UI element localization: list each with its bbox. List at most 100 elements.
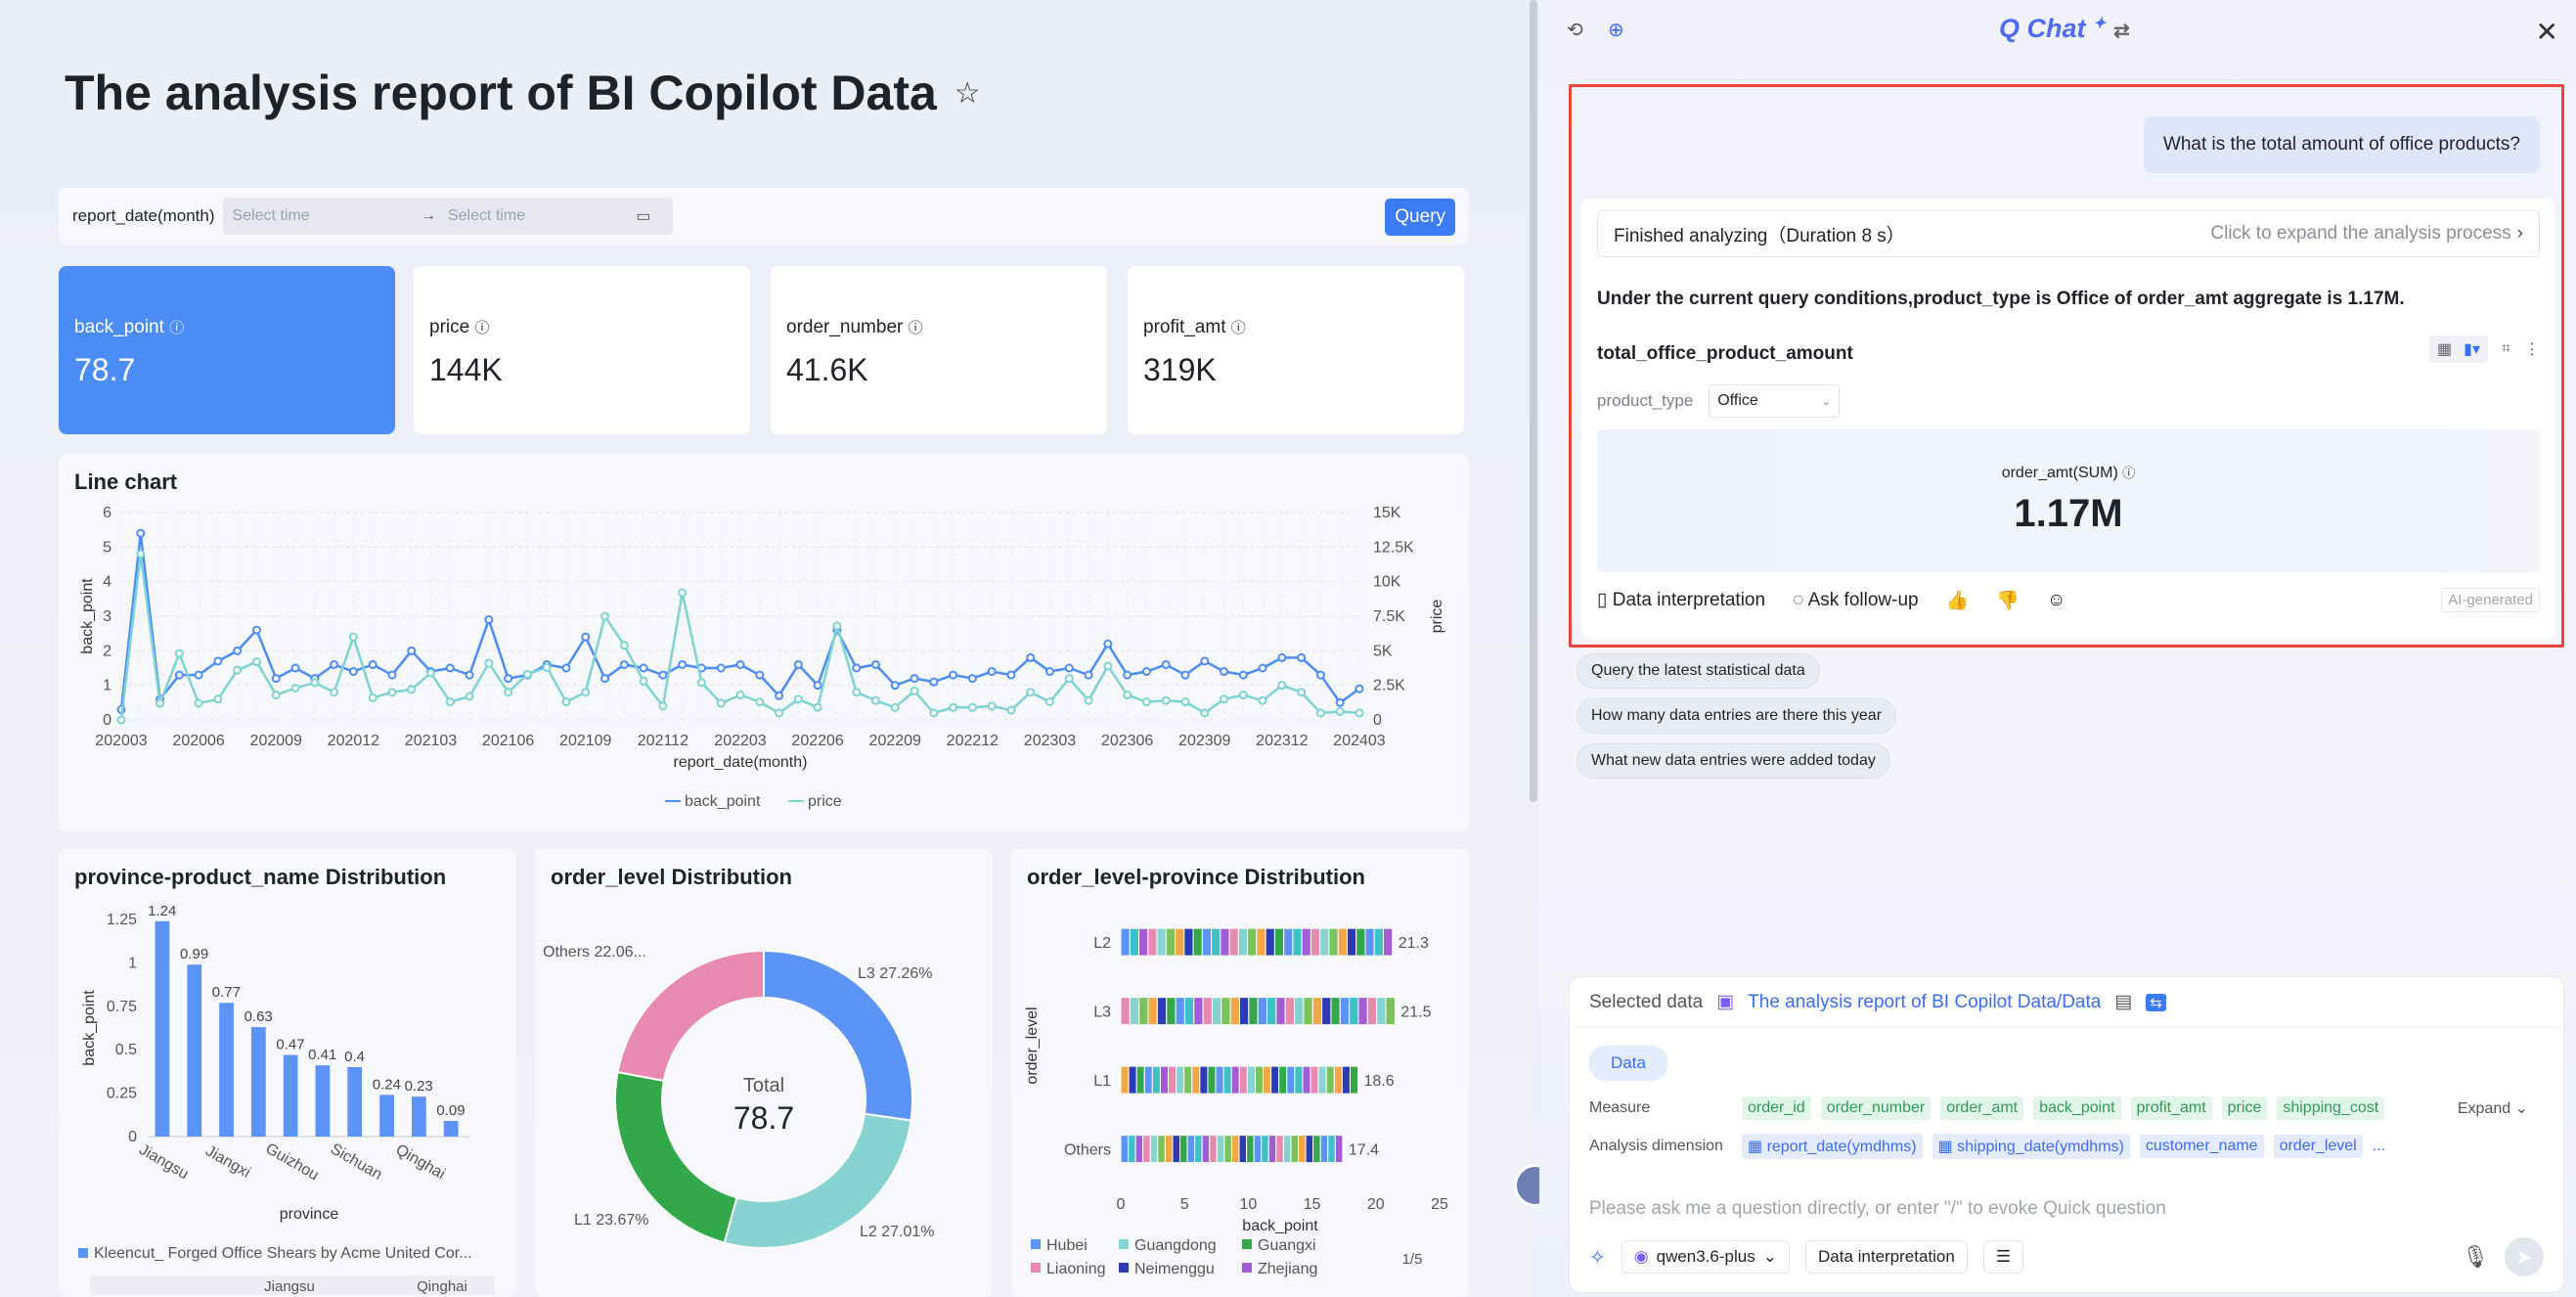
chat-input[interactable]: Please ask me a question directly, or en… bbox=[1589, 1198, 2166, 1219]
stack-segment bbox=[1128, 1065, 1137, 1095]
measure-tag[interactable]: back_point bbox=[2033, 1096, 2121, 1120]
thumbs-up-icon[interactable]: 👍 bbox=[1945, 590, 1970, 611]
data-point bbox=[136, 528, 146, 538]
star-icon[interactable]: ☆ bbox=[954, 76, 981, 110]
dimension-tag[interactable]: ▦ report_date(ymdhms) bbox=[1742, 1134, 1923, 1159]
report-title-text: The analysis report of BI Copilot Data bbox=[65, 66, 937, 120]
chat-title: Q Chat ✦ ⇄ bbox=[1999, 14, 2130, 44]
end-date-input[interactable]: Select time bbox=[447, 207, 526, 224]
data-point bbox=[1277, 681, 1287, 691]
expand-process-link[interactable]: Click to expand the analysis process bbox=[2210, 223, 2511, 244]
measure-tag[interactable]: profit_amt bbox=[2130, 1096, 2212, 1120]
history-icon[interactable]: ⟲ bbox=[1567, 20, 1583, 41]
bar-chart-title: province-product_name Distribution bbox=[74, 865, 447, 889]
stack-segment bbox=[1165, 927, 1177, 957]
stack-segment bbox=[1325, 1065, 1335, 1095]
data-point bbox=[251, 657, 261, 667]
query-button[interactable]: Query bbox=[1385, 199, 1455, 236]
stack-segment bbox=[1292, 927, 1303, 957]
data-point bbox=[1238, 670, 1248, 680]
stack-segment bbox=[1147, 997, 1158, 1026]
date-range-picker[interactable]: Select time → Select time ▭ bbox=[222, 198, 673, 235]
sql-icon[interactable]: ⌗ bbox=[2501, 340, 2510, 357]
donut-chart-title: order_level Distribution bbox=[551, 865, 792, 889]
dimension-tag[interactable]: customer_name bbox=[2139, 1135, 2264, 1158]
list-icon[interactable]: ☰ bbox=[1982, 1240, 2024, 1274]
data-point bbox=[832, 621, 842, 631]
start-date-input[interactable]: Select time bbox=[232, 207, 310, 224]
kpi-card-price[interactable]: price ⓘ 144K bbox=[414, 266, 750, 434]
scrollbar[interactable] bbox=[1530, 0, 1537, 802]
stack-segment bbox=[1382, 927, 1394, 957]
feedback-icon[interactable]: ☺ bbox=[2046, 589, 2066, 610]
x-tick-label: 202109 bbox=[559, 733, 611, 749]
model-selector[interactable]: ◉ qwen3.6-plus ⌄ bbox=[1621, 1240, 1790, 1274]
selected-dataset-link[interactable]: The analysis report of BI Copilot Data/D… bbox=[1748, 991, 2102, 1012]
magic-wand-icon[interactable]: ✧ bbox=[1589, 1246, 1606, 1269]
dataset-switch-icon[interactable]: ⇆ bbox=[2146, 993, 2166, 1011]
new-chat-icon[interactable]: ⊕ bbox=[1608, 20, 1624, 41]
dimension-tag[interactable]: ▦ shipping_date(ymdhms) bbox=[1932, 1134, 2130, 1159]
province-bar-card: province-product_name Distribution 0 0.25… bbox=[59, 849, 516, 1297]
analysis-status-bar[interactable]: Finished analyzing（Duration 8 s） Click t… bbox=[1597, 210, 2540, 257]
measure-tag[interactable]: order_amt bbox=[1940, 1096, 2024, 1120]
stack-segment bbox=[1270, 1065, 1280, 1095]
kpi-card-back-point[interactable]: back_point ⓘ 78.7 bbox=[59, 266, 395, 434]
data-point bbox=[678, 659, 688, 669]
x-tick-label: Jiangxi bbox=[202, 1142, 253, 1182]
measure-tag[interactable]: shipping_cost bbox=[2277, 1096, 2385, 1120]
data-point bbox=[600, 674, 610, 684]
stack-segment bbox=[1201, 927, 1213, 957]
stack-segment bbox=[1246, 1135, 1255, 1164]
data-point bbox=[619, 641, 629, 650]
table-view-icon[interactable]: ▦ bbox=[2437, 341, 2453, 358]
stack-segment bbox=[1364, 927, 1375, 957]
measure-label: Measure bbox=[1589, 1099, 1651, 1116]
data-point bbox=[1200, 656, 1210, 666]
y2-axis-label: price bbox=[1429, 600, 1445, 634]
bar bbox=[250, 1027, 266, 1137]
data-interpretation-button[interactable]: ▯ Data interpretation bbox=[1597, 589, 1765, 611]
data-label: 0.4 bbox=[344, 1049, 365, 1065]
expand-button[interactable]: Expand ⌄ bbox=[2458, 1098, 2528, 1118]
stack-segment bbox=[1230, 1065, 1240, 1095]
data-point bbox=[504, 688, 513, 697]
more-dimensions[interactable]: ... bbox=[2372, 1138, 2386, 1154]
selected-data-label: Selected data bbox=[1589, 991, 1704, 1012]
more-options-icon[interactable]: ⋮ bbox=[2524, 341, 2540, 358]
send-button[interactable]: ➤ bbox=[2505, 1237, 2544, 1276]
data-point bbox=[910, 674, 919, 684]
highlighted-conversation: What is the total amount of office produ… bbox=[1569, 84, 2564, 648]
data-interpretation-toggle[interactable]: Data interpretation bbox=[1804, 1240, 1968, 1274]
kpi-card-profit-amt[interactable]: profit_amt ⓘ 319K bbox=[1128, 266, 1464, 434]
suggestion-chip[interactable]: How many data entries are there this yea… bbox=[1577, 698, 1897, 734]
suggestion-chip[interactable]: Query the latest statistical data bbox=[1577, 653, 1820, 689]
stack-segment bbox=[1357, 997, 1368, 1026]
chart-view-icon[interactable]: ▮▾ bbox=[2464, 341, 2480, 358]
data-point bbox=[1277, 652, 1287, 662]
data-point bbox=[484, 658, 494, 668]
stack-segment bbox=[1229, 997, 1240, 1026]
measure-tag[interactable]: price bbox=[2221, 1096, 2268, 1120]
data-interpretation-label: Data interpretation bbox=[1612, 590, 1766, 610]
microphone-icon[interactable]: 🎙 bbox=[2462, 1244, 2489, 1269]
calendar-icon: ▦ bbox=[1748, 1139, 1763, 1155]
product-type-select[interactable]: Office ⌄ bbox=[1709, 384, 1841, 418]
measure-tag[interactable]: order_number bbox=[1820, 1096, 1932, 1120]
stack-segment bbox=[1179, 1135, 1188, 1164]
info-icon: ⓘ bbox=[908, 320, 923, 336]
dataset-detail-icon[interactable]: ▤ bbox=[2114, 992, 2133, 1012]
suggestion-chip[interactable]: What new data entries were added today bbox=[1577, 743, 1890, 779]
dimension-tag[interactable]: order_level bbox=[2273, 1135, 2363, 1158]
measure-tag[interactable]: order_id bbox=[1742, 1096, 1811, 1120]
close-icon[interactable]: ✕ bbox=[2535, 17, 2558, 47]
data-tab[interactable]: Data bbox=[1589, 1046, 1667, 1081]
slice-label: Others 22.06... bbox=[543, 944, 646, 961]
data-point bbox=[561, 663, 571, 673]
data-point bbox=[251, 625, 261, 635]
switch-icon[interactable]: ⇄ bbox=[2112, 21, 2130, 42]
data-point bbox=[290, 683, 300, 693]
thumbs-down-icon[interactable]: 👎 bbox=[1996, 590, 2020, 611]
kpi-card-order-number[interactable]: order_number ⓘ 41.6K bbox=[771, 266, 1107, 434]
ask-follow-up-button[interactable]: ◌ Ask follow-up bbox=[1793, 590, 1919, 611]
